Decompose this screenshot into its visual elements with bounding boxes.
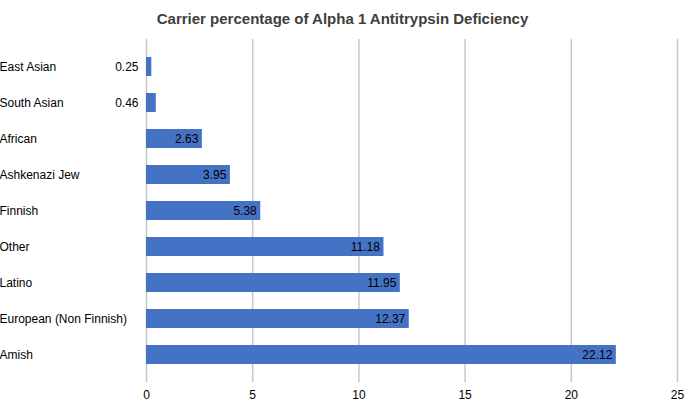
svg-text:11.95: 11.95 bbox=[367, 276, 396, 290]
html-text:Carrier percentage of Alpha 1: Carrier percentage of Alpha 1 Antitrypsi… bbox=[156, 10, 529, 27]
svg-text:South Asian: South Asian bbox=[0, 96, 64, 110]
svg-text:25: 25 bbox=[671, 388, 685, 402]
svg-text:Other: Other bbox=[0, 240, 30, 254]
svg-text:12.37: 12.37 bbox=[375, 312, 405, 326]
svg-text:East Asian: East Asian bbox=[0, 60, 56, 74]
svg-text:Amish: Amish bbox=[0, 348, 33, 362]
svg-text:5: 5 bbox=[249, 388, 256, 402]
svg-text:Finnish: Finnish bbox=[0, 204, 38, 218]
svg-text:2.63: 2.63 bbox=[175, 132, 199, 146]
svg-text:Ashkenazi Jew: Ashkenazi Jew bbox=[0, 168, 80, 182]
svg-text:European (Non Finnish): European (Non Finnish) bbox=[0, 312, 127, 326]
svg-text:11.18: 11.18 bbox=[351, 240, 380, 254]
svg-text:10: 10 bbox=[352, 388, 366, 402]
svg-text:22.12: 22.12 bbox=[582, 348, 612, 362]
svg-text:5.38: 5.38 bbox=[233, 204, 257, 218]
svg-text:African: African bbox=[0, 132, 37, 146]
svg-text:0.46: 0.46 bbox=[115, 96, 139, 110]
svg-text:20: 20 bbox=[565, 388, 579, 402]
svg-text:3.95: 3.95 bbox=[203, 168, 227, 182]
svg-text:Latino: Latino bbox=[0, 276, 33, 290]
svg-text:15: 15 bbox=[458, 388, 472, 402]
svg-text:0.25: 0.25 bbox=[115, 60, 139, 74]
svg-text:0: 0 bbox=[143, 388, 150, 402]
